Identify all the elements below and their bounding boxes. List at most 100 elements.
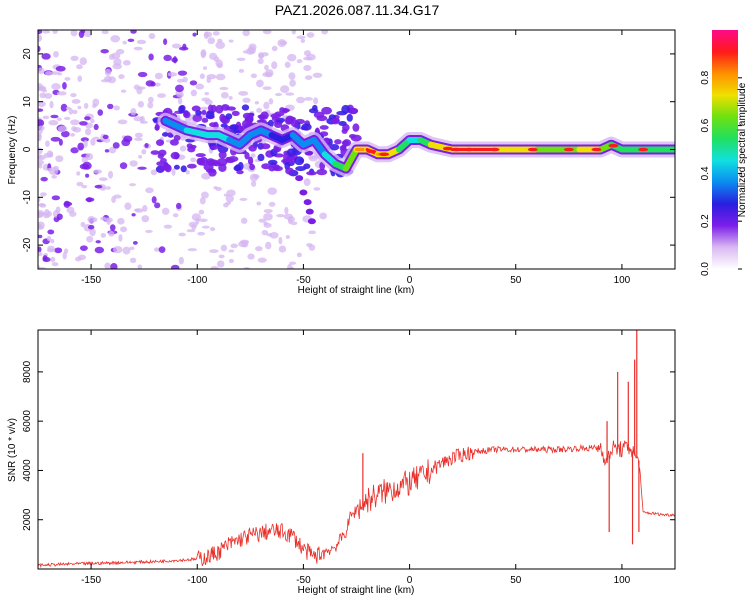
spectrogram-blob <box>261 229 269 236</box>
spectrogram-blob <box>51 83 61 90</box>
spectrogram-blob <box>321 30 328 35</box>
spectrogram-blob <box>119 162 128 170</box>
spectrogram-blob <box>258 52 264 59</box>
spectrogram-blob <box>304 75 313 80</box>
trace-hotspot <box>638 147 649 152</box>
spectrogram-blob <box>156 139 165 147</box>
spectrogram-blob <box>117 217 125 225</box>
spectrogram-blob <box>200 49 207 58</box>
spectrogram-blob <box>284 206 289 215</box>
spectrogram-blob <box>338 121 347 127</box>
spectrogram-blob <box>145 187 154 194</box>
spectrogram-blob <box>236 57 246 61</box>
spectrogram-blob <box>303 199 312 206</box>
spectrogram-blob <box>263 222 272 228</box>
colorbar: 0.0 0.2 0.4 0.6 0.8 Normalized spectral ampl… <box>700 30 748 276</box>
x-tick-label: 0 <box>407 275 413 286</box>
trace-hotspot <box>608 143 619 148</box>
colorbar-axis: 0.0 0.2 0.4 0.6 0.8 <box>700 70 742 276</box>
spectrogram-blob <box>208 168 217 177</box>
spectrogram-blob <box>263 101 270 110</box>
spectrogram-blob <box>93 169 103 174</box>
spectrogram-blob <box>173 134 181 141</box>
x-tick-label: -100 <box>187 275 207 286</box>
spectrogram-blob <box>178 232 186 237</box>
spectrogram-blob <box>144 142 149 148</box>
spectrogram-blob <box>48 119 59 126</box>
trace-hotspot <box>464 147 475 152</box>
spectrogram-blob <box>201 172 211 180</box>
spectrogram-blob <box>250 180 257 187</box>
x-tick-label: -150 <box>81 275 101 286</box>
spectrogram-blob <box>349 107 358 115</box>
spectrogram-blob <box>295 166 307 172</box>
spectrogram-blob <box>78 30 85 38</box>
spectrogram-blob <box>341 128 348 134</box>
spectrogram-blob <box>63 200 71 208</box>
spectrogram-blob <box>79 57 88 66</box>
spectrogram-blob <box>239 239 250 245</box>
spectrogram-blob <box>242 50 249 54</box>
spectrogram-blob <box>171 43 182 49</box>
spectrogram-blob <box>113 105 120 111</box>
spectrogram-blob <box>163 38 168 46</box>
spectrogram-blob <box>198 209 205 215</box>
spectrogram-blob <box>122 59 131 66</box>
trace-hotspot <box>366 149 377 154</box>
spectrogram-blob <box>199 106 210 110</box>
spectrogram-blob <box>150 169 158 176</box>
spectrogram-blob <box>236 170 244 175</box>
spectrogram-blob <box>45 71 52 76</box>
spectrogram-blob <box>147 102 154 109</box>
spectrogram-blob <box>63 248 69 254</box>
spectrogram-blob <box>216 260 225 268</box>
spectrogram-blob <box>257 257 267 263</box>
spectrogram-blob <box>180 165 187 173</box>
spectrogram-blob <box>38 246 42 253</box>
spectrogram-blob <box>287 216 296 222</box>
spectrogram-blob <box>134 137 143 141</box>
spectrogram-blob <box>256 201 262 206</box>
spectrogram-blob <box>201 109 207 115</box>
spectrogram-blob <box>108 146 117 154</box>
spectrogram-blob <box>257 153 265 162</box>
spectrogram-blob <box>191 213 202 222</box>
spectrogram-blob <box>127 38 135 43</box>
spectrogram-blob <box>265 241 272 250</box>
spectrogram-blob <box>108 170 114 179</box>
spectrogram-blob <box>189 80 198 86</box>
spectrogram-blob <box>273 122 283 128</box>
y-tick-label: 10 <box>22 96 33 108</box>
spectrogram-blob <box>260 143 271 150</box>
spectrogram-blob <box>83 102 89 109</box>
spectrogram-blob <box>186 163 197 169</box>
spectrogram-blob <box>267 159 278 166</box>
spectrogram-blob <box>134 208 140 212</box>
spectrogram-blob <box>38 210 45 218</box>
spectrogram-blob <box>150 81 156 87</box>
spectrogram-blob <box>220 244 228 252</box>
snr-x-label: Height of straight line (km) <box>298 585 415 596</box>
spectrogram-blob <box>258 218 267 223</box>
spectrogram-blob <box>97 109 103 116</box>
spectrogram-blob <box>38 251 43 257</box>
spectrogram-blob <box>223 202 229 208</box>
spectrogram-blob <box>44 92 53 99</box>
spectrogram-blob <box>230 124 239 130</box>
spectrogram-blob <box>167 72 178 77</box>
spectrogram-blob <box>348 133 357 139</box>
spectrogram-blob <box>107 103 114 110</box>
x-tick-label: 100 <box>614 575 631 586</box>
spectrogram-blob <box>296 35 306 40</box>
spectrogram-blob <box>154 247 160 252</box>
y-tick-label: 8000 <box>22 360 33 383</box>
spectrogram-blob <box>199 197 206 205</box>
spectrogram-blob <box>256 79 264 88</box>
spectrogram-blob <box>141 215 150 223</box>
spectrogram-blob <box>240 217 248 224</box>
spectrogram-blob <box>100 216 107 221</box>
spectrogram-blob <box>90 138 96 146</box>
spectrogram-blob <box>104 68 112 77</box>
spectrogram-blob <box>176 92 184 98</box>
spectrogram-blob <box>171 168 176 176</box>
